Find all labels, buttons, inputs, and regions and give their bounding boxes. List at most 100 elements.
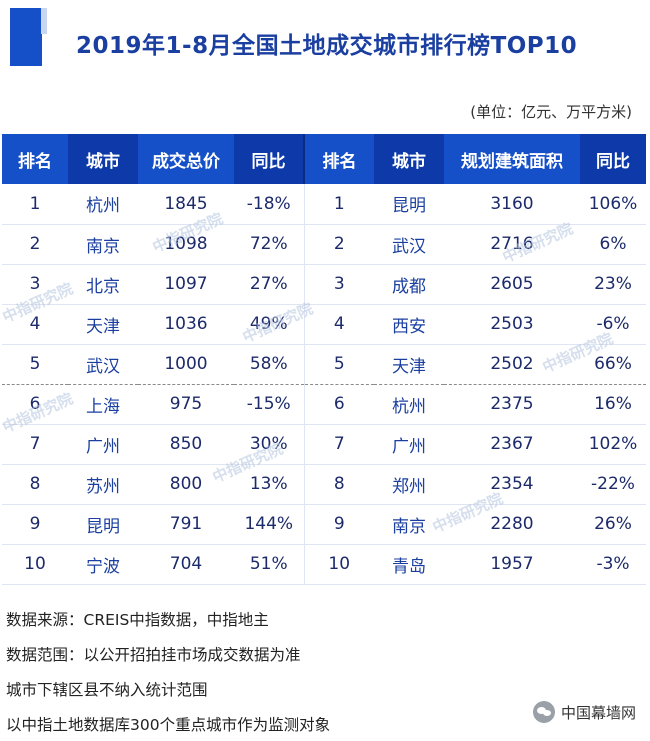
wechat-icon (532, 701, 555, 723)
cell-planned-area: 2367 (444, 424, 580, 465)
cell-rank: 6 (303, 384, 374, 425)
cell-yoy: 26% (580, 504, 646, 545)
note-monitoring: 以中指土地数据库300个重点城市作为监测对象 (6, 716, 331, 734)
cell-city: 北京 (68, 264, 138, 305)
cell-yoy: -3% (580, 544, 646, 585)
cell-yoy: 27% (234, 264, 304, 305)
cell-yoy: 58% (234, 344, 304, 385)
cell-city: 武汉 (68, 344, 138, 385)
cell-rank: 1 (2, 184, 68, 225)
cell-city: 宁波 (68, 544, 138, 585)
cell-city: 天津 (68, 304, 138, 345)
unit-note: (单位：亿元、万平方米) (470, 103, 632, 121)
cell-total-price: 791 (138, 504, 234, 545)
cell-yoy: -15% (234, 384, 304, 425)
cell-total-price: 1098 (138, 224, 234, 265)
header: 2019年1-8月全国土地成交城市排行榜TOP10 (0, 0, 650, 90)
cell-city: 杭州 (68, 184, 138, 225)
cell-planned-area: 2503 (444, 304, 580, 345)
cell-total-price: 1845 (138, 184, 234, 225)
cell-rank: 5 (303, 344, 374, 385)
cell-city: 昆明 (374, 184, 444, 225)
table-row: 2 南京 1098 72% 2 武汉 2716 6% (2, 224, 646, 265)
header-city: 城市 (374, 134, 444, 184)
cell-rank: 9 (2, 504, 68, 545)
cell-city: 上海 (68, 384, 138, 425)
table-row: 1 杭州 1845 -18% 1 昆明 3160 106% (2, 184, 646, 225)
cell-rank: 4 (303, 304, 374, 345)
cell-planned-area: 1957 (444, 544, 580, 585)
cell-yoy: 144% (234, 504, 304, 545)
header-yoy: 同比 (234, 134, 304, 184)
cell-yoy: 6% (580, 224, 646, 265)
cell-planned-area: 3160 (444, 184, 580, 225)
cell-city: 青岛 (374, 544, 444, 585)
cell-rank: 7 (303, 424, 374, 465)
ranking-table-wrap: 排名 城市 成交总价 同比 排名 城市 规划建筑面积 同比 1 杭州 1845 -18… (2, 134, 646, 585)
header-rank: 排名 (2, 134, 68, 184)
cell-yoy: 72% (234, 224, 304, 265)
cell-yoy: 49% (234, 304, 304, 345)
table-header-row: 排名 城市 成交总价 同比 排名 城市 规划建筑面积 同比 (2, 134, 646, 184)
cell-yoy: -22% (580, 464, 646, 505)
cell-rank: 7 (2, 424, 68, 465)
cell-city: 天津 (374, 344, 444, 385)
cell-city: 南京 (68, 224, 138, 265)
ranking-table: 排名 城市 成交总价 同比 排名 城市 规划建筑面积 同比 1 杭州 1845 -18… (2, 134, 646, 585)
cell-total-price: 975 (138, 384, 234, 425)
cell-yoy: -6% (580, 304, 646, 345)
cell-total-price: 1097 (138, 264, 234, 305)
cell-rank: 3 (2, 264, 68, 305)
cell-planned-area: 2280 (444, 504, 580, 545)
header-yoy: 同比 (580, 134, 646, 184)
table-row: 3 北京 1097 27% 3 成都 2605 23% (2, 264, 646, 305)
cell-yoy: 106% (580, 184, 646, 225)
table-row: 8 苏州 800 13% 8 郑州 2354 -22% (2, 464, 646, 505)
cell-planned-area: 2716 (444, 224, 580, 265)
cell-rank: 8 (2, 464, 68, 505)
cell-rank: 2 (303, 224, 374, 265)
cell-rank: 1 (303, 184, 374, 225)
table-body: 1 杭州 1845 -18% 1 昆明 3160 106% 2 南京 1098 72% 2 武汉 2716 6… (2, 184, 646, 585)
cell-rank: 2 (2, 224, 68, 265)
table-row: 7 广州 850 30% 7 广州 2367 102% (2, 424, 646, 465)
cell-yoy: 51% (234, 544, 304, 585)
note-source: 数据来源：CREIS中指数据，中指地主 (6, 611, 269, 629)
cell-total-price: 1000 (138, 344, 234, 385)
cell-planned-area: 2354 (444, 464, 580, 505)
cell-city: 杭州 (374, 384, 444, 425)
cell-rank: 10 (303, 544, 374, 585)
cell-planned-area: 2502 (444, 344, 580, 385)
cell-city: 苏州 (68, 464, 138, 505)
cell-rank: 4 (2, 304, 68, 345)
brand-name: 中国幕墙网 (560, 703, 636, 722)
header-planned-area: 规划建筑面积 (444, 134, 580, 184)
cell-city: 郑州 (374, 464, 444, 505)
cell-rank: 6 (2, 384, 68, 425)
table-row: 6 上海 975 -15% 6 杭州 2375 16% (2, 384, 646, 425)
header-total-price: 成交总价 (138, 134, 234, 184)
page-title: 2019年1-8月全国土地成交城市排行榜TOP10 (76, 33, 578, 59)
table-row: 4 天津 1036 49% 4 西安 2503 -6% (2, 304, 646, 345)
cell-rank: 10 (2, 544, 68, 585)
cell-yoy: 30% (234, 424, 304, 465)
cell-yoy: 23% (580, 264, 646, 305)
header-city: 城市 (68, 134, 138, 184)
cell-total-price: 800 (138, 464, 234, 505)
cell-rank: 3 (303, 264, 374, 305)
cell-city: 广州 (374, 424, 444, 465)
note-scope: 数据范围：以公开招拍挂市场成交数据为准 (6, 646, 301, 664)
cell-planned-area: 2605 (444, 264, 580, 305)
cell-total-price: 1036 (138, 304, 234, 345)
cell-city: 西安 (374, 304, 444, 345)
title-accent-light (41, 8, 47, 34)
cell-city: 昆明 (68, 504, 138, 545)
table-row: 9 昆明 791 144% 9 南京 2280 26% (2, 504, 646, 545)
header-rank: 排名 (303, 134, 374, 184)
table-row: 10 宁波 704 51% 10 青岛 1957 -3% (2, 544, 646, 585)
table-row: 5 武汉 1000 58% 5 天津 2502 66% (2, 344, 646, 385)
title-accent-bar (10, 8, 42, 66)
cell-planned-area: 2375 (444, 384, 580, 425)
notes: 数据来源：CREIS中指数据，中指地主 数据范围：以公开招拍挂市场成交数据为准 … (6, 603, 330, 741)
cell-city: 武汉 (374, 224, 444, 265)
